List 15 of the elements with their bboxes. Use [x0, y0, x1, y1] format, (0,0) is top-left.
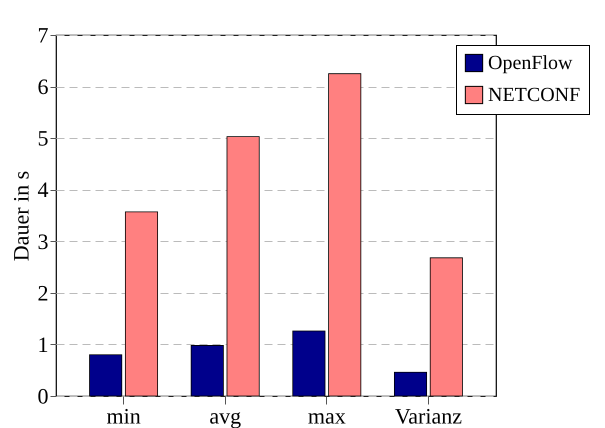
x-tick-label: Varianz [394, 404, 462, 428]
x-tick-label: max [308, 404, 346, 428]
x-tick-label: avg [209, 404, 242, 428]
y-tick-label: 6 [38, 74, 48, 100]
y-tick-label: 1 [38, 332, 48, 357]
y-tick-label: 5 [38, 126, 48, 151]
y-tick-label: 3 [38, 228, 48, 254]
y-tick-label: 0 [38, 384, 48, 408]
legend-label: NETCONF [488, 84, 580, 106]
y-tick-label: 2 [38, 280, 48, 306]
legend-label: OpenFlow [488, 52, 573, 74]
y-tick-label: 7 [38, 22, 48, 48]
x-tick-label: min [106, 404, 141, 428]
y-tick-label: 4 [38, 177, 48, 202]
y-axis-title: Dauer in s [8, 170, 34, 262]
